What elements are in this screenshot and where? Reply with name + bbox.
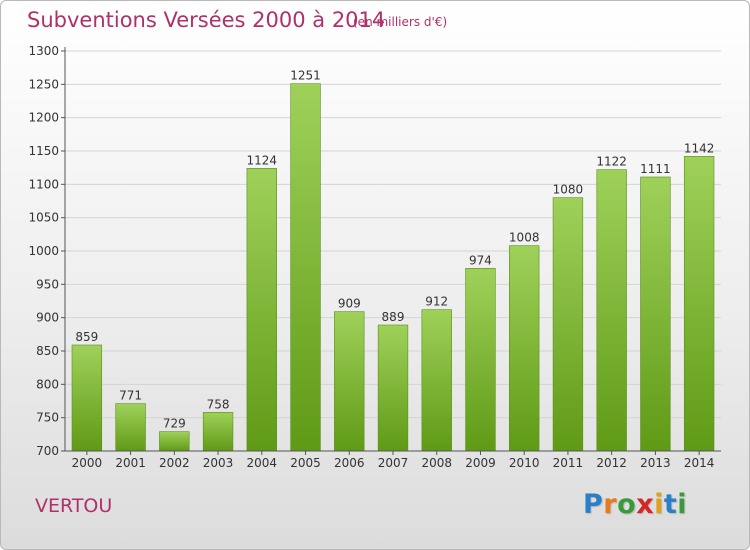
logo-letter: t [663,489,678,520]
y-tick-label: 900 [36,311,59,325]
data-label: 974 [469,253,492,267]
logo-letter: i [677,489,688,520]
bars [71,83,715,452]
x-tick-label: 2003 [203,456,234,470]
y-tick-label: 850 [36,344,59,358]
y-tick-label: 950 [36,277,59,291]
y-tick-label: 1050 [28,211,59,225]
bar [290,83,321,452]
data-label: 1080 [553,183,584,197]
data-label: 1142 [684,141,715,155]
data-label: 909 [338,297,361,311]
y-tick-label: 1150 [28,144,59,158]
y-tick-label: 1100 [28,177,59,191]
y-tick-label: 1000 [28,244,59,258]
bar [202,412,234,452]
bar [334,311,365,452]
data-label: 758 [207,397,230,411]
y-tick-label: 1250 [28,77,59,91]
logo-letter: i [654,489,664,520]
logo-letter: x [636,489,655,520]
bar [377,324,409,452]
data-label: 912 [425,295,448,309]
y-tick-label: 800 [36,377,59,391]
data-label: 1122 [596,155,627,169]
x-tick-label: 2013 [640,456,671,470]
x-tick-label: 2010 [509,456,540,470]
data-label: 729 [163,417,186,431]
chart-subtitle: (en milliers d'€) [353,15,448,29]
chart-title: Subventions Versées 2000 à 2014 [27,8,386,32]
x-tick-label: 2005 [290,456,321,470]
bar [552,197,584,452]
logo-letter: P [583,489,604,520]
bar [115,403,146,452]
x-tick-label: 2006 [334,456,365,470]
bar [465,268,496,452]
proxiti-logo: Proxiti [583,489,687,520]
bar [421,309,452,452]
x-tick-label: 2000 [72,456,103,470]
bar [159,431,190,452]
data-label: 1124 [247,153,278,167]
bar [683,156,715,452]
logo-letter: r [603,489,618,520]
x-tick-label: 2008 [421,456,452,470]
y-tick-label: 1300 [28,44,59,58]
x-tick-label: 2009 [465,456,496,470]
x-tick-label: 2012 [596,456,627,470]
y-tick-label: 750 [36,411,59,425]
x-tick-label: 2002 [159,456,190,470]
data-label: 771 [119,389,142,403]
y-tick-label: 1200 [28,111,59,125]
bar [640,176,671,452]
x-tick-label: 2014 [684,456,715,470]
commune-name: VERTOU [35,495,113,517]
axes [61,47,721,455]
data-label: 889 [382,310,405,324]
data-label: 1008 [509,231,540,245]
labels: 700 750 800 850 900 950 1000 1050 1100 1150 1200 12… [28,44,714,470]
data-label: 1251 [290,69,321,83]
logo-letter: o [617,489,637,520]
bar [509,245,540,452]
x-tick-label: 2011 [553,456,584,470]
y-tick-label: 700 [36,444,59,458]
bar [246,168,277,452]
x-tick-label: 2001 [115,456,146,470]
data-label: 859 [75,330,98,344]
bar [596,169,627,452]
data-label: 1111 [640,162,671,176]
x-tick-label: 2007 [378,456,409,470]
bar [71,344,103,452]
x-tick-label: 2004 [247,456,278,470]
